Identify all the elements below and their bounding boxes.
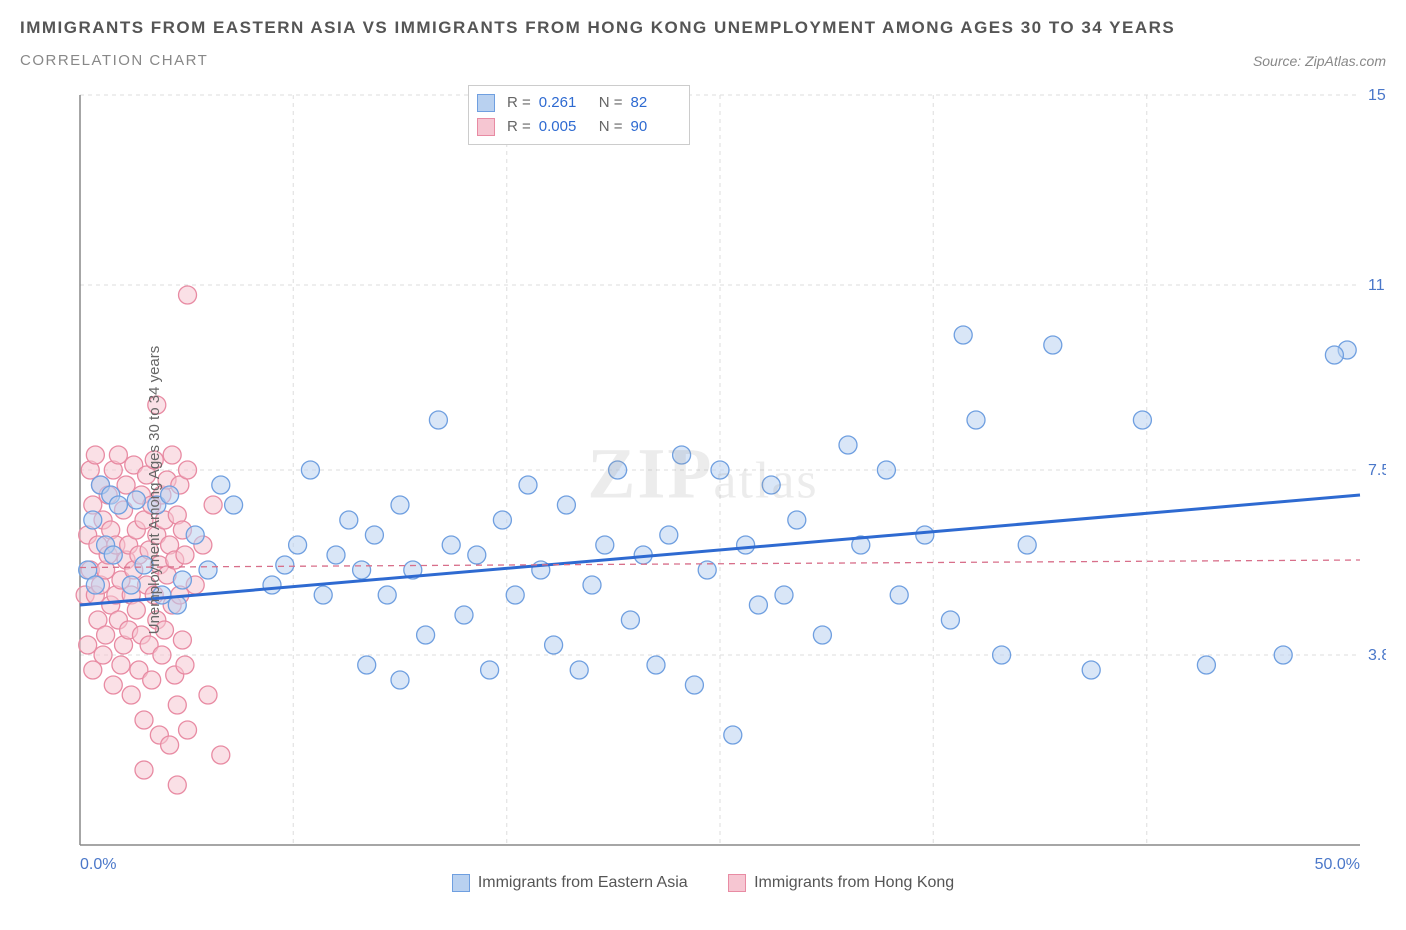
svg-text:3.8%: 3.8% <box>1368 647 1386 664</box>
stat-n-label: N = <box>599 91 623 115</box>
title-block: IMMIGRANTS FROM EASTERN ASIA VS IMMIGRAN… <box>0 0 1406 77</box>
stats-row-series-1: R = 0.005 N = 90 <box>477 115 679 139</box>
stats-legend: R = 0.261 N = 82 R = 0.005 N = 90 <box>468 85 690 145</box>
chart-area: Unemployment Among Ages 30 to 34 years 3… <box>20 85 1386 895</box>
stat-r-label: R = <box>507 115 531 139</box>
stats-row-series-0: R = 0.261 N = 82 <box>477 91 679 115</box>
svg-text:15.0%: 15.0% <box>1368 87 1386 104</box>
swatch-series-1 <box>477 118 495 136</box>
source-attribution: Source: ZipAtlas.com <box>1253 53 1386 69</box>
page-title: IMMIGRANTS FROM EASTERN ASIA VS IMMIGRAN… <box>20 18 1386 38</box>
svg-text:7.5%: 7.5% <box>1368 462 1386 479</box>
svg-text:0.0%: 0.0% <box>80 856 116 873</box>
stat-n-value-1: 90 <box>631 115 679 139</box>
bottom-legend-item-1: Immigrants from Hong Kong <box>728 874 954 892</box>
swatch-series-0 <box>477 94 495 112</box>
subtitle: CORRELATION CHART <box>20 52 208 69</box>
bottom-legend: Immigrants from Eastern Asia Immigrants … <box>20 874 1386 897</box>
stat-r-value-1: 0.005 <box>539 115 587 139</box>
bottom-legend-item-0: Immigrants from Eastern Asia <box>452 874 688 892</box>
bottom-legend-label-0: Immigrants from Eastern Asia <box>478 874 688 892</box>
stat-n-label: N = <box>599 115 623 139</box>
bottom-legend-label-1: Immigrants from Hong Kong <box>754 874 954 892</box>
stat-r-value-0: 0.261 <box>539 91 587 115</box>
svg-text:11.2%: 11.2% <box>1368 277 1386 294</box>
stat-r-label: R = <box>507 91 531 115</box>
subtitle-row: CORRELATION CHART Source: ZipAtlas.com <box>20 52 1386 69</box>
swatch-bottom-0 <box>452 874 470 892</box>
stat-n-value-0: 82 <box>631 91 679 115</box>
svg-text:50.0%: 50.0% <box>1315 856 1360 873</box>
scatter-chart: 3.8% 7.5% 11.2% 15.0% 0.0% 50.0% <box>20 85 1386 895</box>
y-axis-label: Unemployment Among Ages 30 to 34 years <box>146 346 163 635</box>
swatch-bottom-1 <box>728 874 746 892</box>
